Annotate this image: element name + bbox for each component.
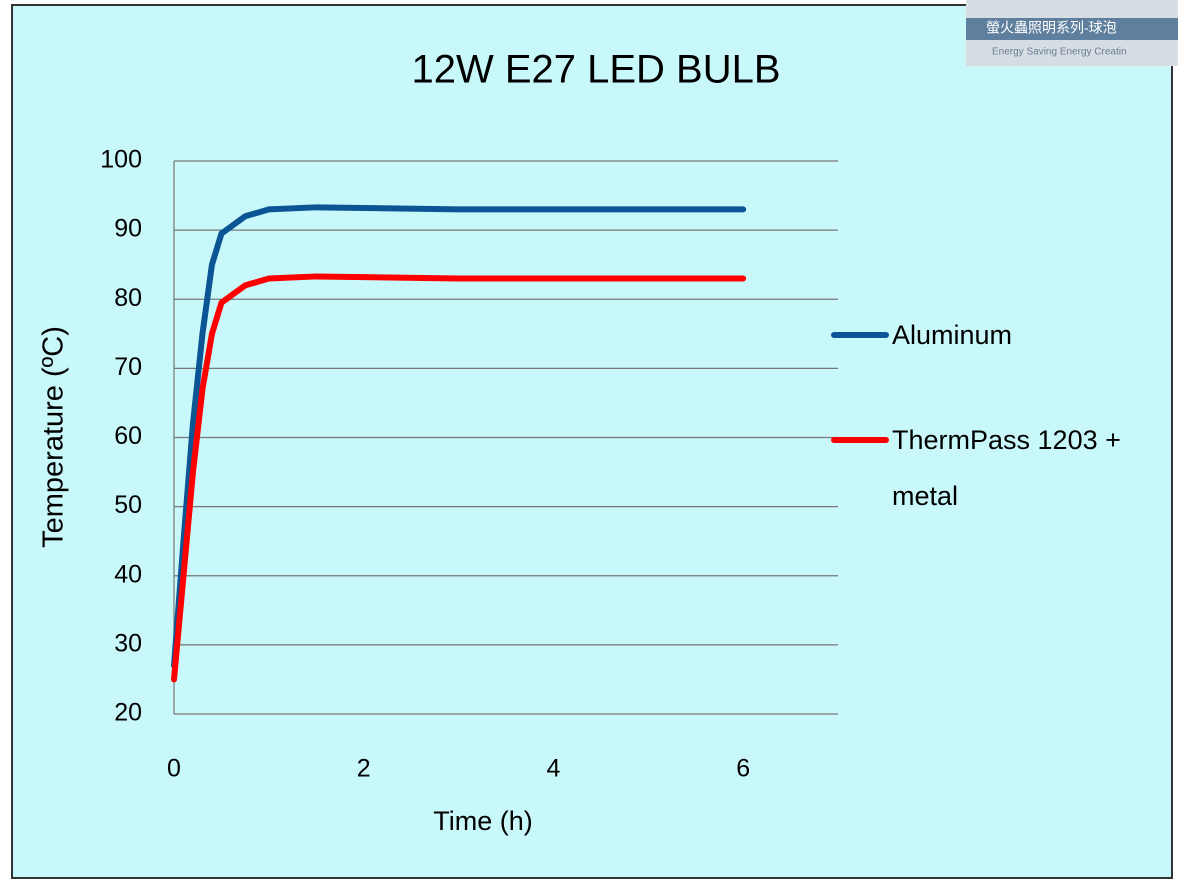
legend-item: Aluminum: [892, 307, 1167, 427]
y-tick-label: 20: [114, 699, 142, 727]
y-tick-label: 100: [100, 146, 142, 174]
y-axis-label: Temperature (ºC): [38, 326, 70, 548]
x-tick-label: 2: [357, 755, 371, 783]
legend-item: ThermPass 1203 + metal: [892, 412, 1167, 532]
y-tick-label: 60: [114, 422, 142, 450]
legend-label: Aluminum: [892, 307, 1167, 363]
banner: 螢火蟲照明系列-球泡 Energy Saving Energy Creatin: [966, 0, 1178, 66]
x-axis-label: Time (h): [433, 806, 533, 836]
y-tick-label: 80: [114, 284, 142, 312]
x-tick-label: 0: [167, 755, 181, 783]
y-tick-label: 90: [114, 215, 142, 243]
x-tick-label: 6: [736, 755, 750, 783]
x-tick-label: 4: [546, 755, 560, 783]
y-tick-label: 30: [114, 629, 142, 657]
banner-subtitle: Energy Saving Energy Creatin: [992, 47, 1127, 58]
chart: 螢火蟲照明系列-球泡 Energy Saving Energy Creatin …: [0, 0, 1178, 882]
y-tick-label: 70: [114, 353, 142, 381]
chart-title: 12W E27 LED BULB: [411, 48, 780, 92]
y-tick-label: 40: [114, 560, 142, 588]
banner-title: 螢火蟲照明系列-球泡: [986, 20, 1117, 36]
y-tick-label: 50: [114, 491, 142, 519]
legend-label: ThermPass 1203 + metal: [892, 412, 1167, 524]
